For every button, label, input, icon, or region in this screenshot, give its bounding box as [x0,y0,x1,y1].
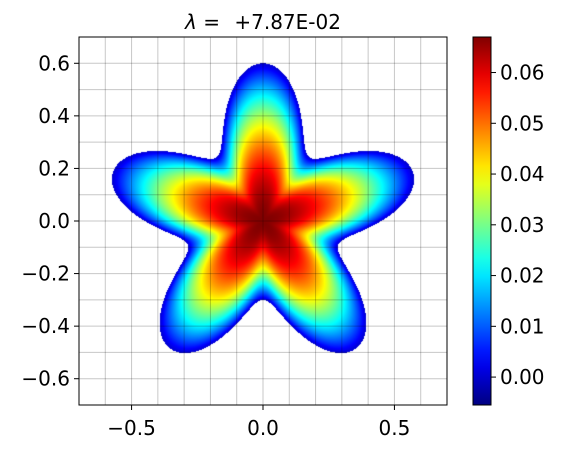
chart-title: λ = +7.87E-02 [184,10,341,34]
colorbar: 0.00 0.01 0.02 0.03 0.04 0.05 0.06 [472,36,545,406]
x-axis: −0.5 0.0 0.5 [107,405,410,440]
colorbar-tick-label: 0.02 [500,264,545,288]
y-tick-label: 0.2 [38,156,70,180]
x-tick-label: 0.5 [379,416,411,440]
y-tick-label: −0.4 [21,314,70,338]
x-tick-label: −0.5 [107,416,156,440]
grid-lines [79,37,447,405]
colorbar-tick-label: 0.01 [500,314,545,338]
colorbar-bar [472,36,492,406]
y-tick-label: −0.2 [21,262,70,286]
title-value: +7.87E-02 [234,10,341,34]
colorbar-tick-label: 0.03 [500,213,545,237]
colorbar-ticks: 0.00 0.01 0.02 0.03 0.04 0.05 0.06 [491,61,545,389]
y-tick-label: 0.6 [38,51,70,75]
colorbar-tick-label: 0.06 [500,61,545,85]
y-axis: −0.6 −0.4 −0.2 0.0 0.2 0.4 0.6 [21,51,79,391]
y-tick-label: 0.0 [38,209,70,233]
y-tick-label: −0.6 [21,367,70,391]
title-lambda: λ = [184,10,220,34]
colorbar-tick-label: 0.00 [500,365,545,389]
plot-area: −0.5 0.0 0.5 −0.6 −0.4 −0.2 0.0 0.2 0.4 0.6 [21,36,448,440]
y-tick-label: 0.4 [38,104,70,128]
heatmap-image [79,37,447,405]
x-tick-label: 0.0 [247,416,279,440]
colorbar-tick-label: 0.05 [500,111,545,135]
colorbar-tick-label: 0.04 [500,162,545,186]
